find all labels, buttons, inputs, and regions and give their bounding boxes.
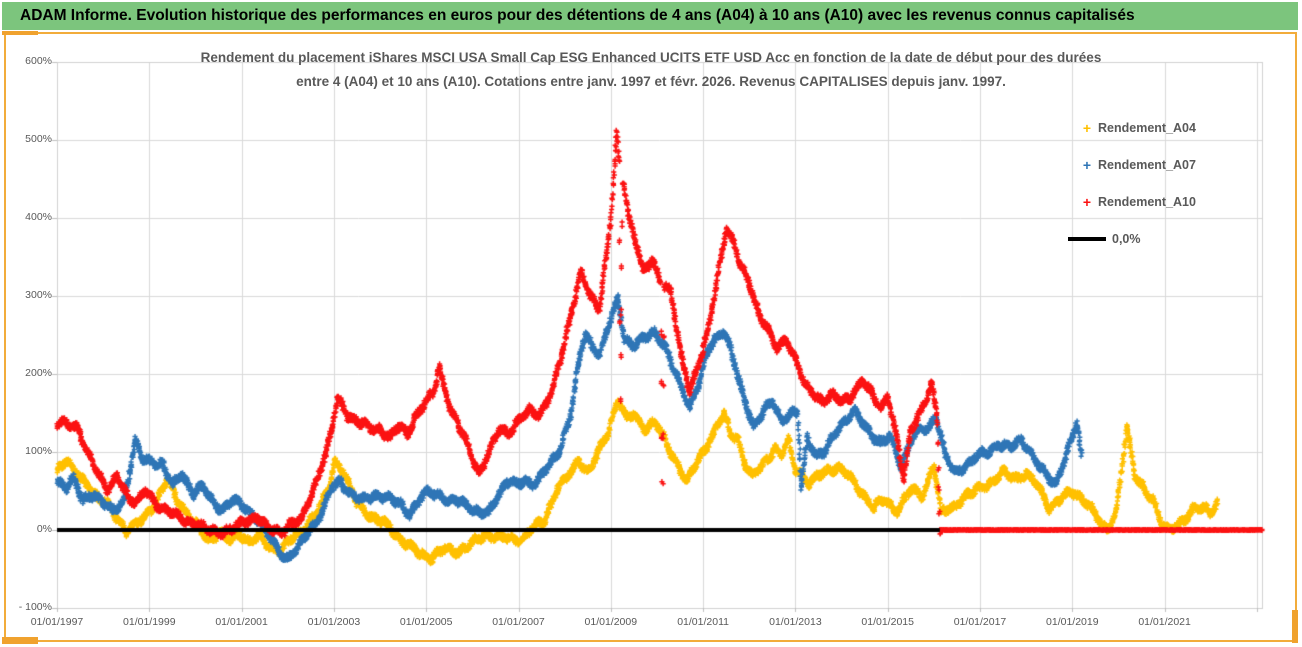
x-tick-label: 01/01/2015 — [861, 616, 914, 628]
legend-label: Rendement_A10 — [1098, 195, 1196, 209]
x-tick-label: 01/01/2007 — [492, 616, 545, 628]
y-tick-label: 500% — [25, 133, 52, 145]
x-tick-label: 01/01/2003 — [307, 616, 361, 628]
x-tick-label: 01/01/1997 — [30, 616, 84, 628]
legend-item-rendement-a07[interactable]: + Rendement_A07 — [1076, 153, 1196, 177]
sheet-title-bar: ADAM Informe. Evolution historique des p… — [2, 2, 1298, 30]
legend-label: Rendement_A07 — [1098, 158, 1196, 172]
legend-item-rendement-a10[interactable]: + Rendement_A10 — [1076, 190, 1196, 214]
plus-marker-icon: + — [1082, 157, 1092, 173]
x-tick-label: 01/01/2011 — [677, 616, 729, 628]
legend-item-0-0-[interactable]: 0,0% — [1068, 227, 1196, 251]
x-tick-label: 01/01/2013 — [769, 616, 822, 628]
chart-title-line-1: Rendement du placement iShares MSCI USA … — [200, 50, 1102, 65]
frame-accent-bottom-right — [1292, 610, 1298, 643]
legend-item-rendement-a04[interactable]: + Rendement_A04 — [1076, 116, 1196, 140]
y-tick-label: 300% — [25, 289, 52, 301]
x-tick-label: 01/01/2019 — [1046, 616, 1099, 628]
frame-accent-top-left — [2, 31, 38, 35]
y-tick-label: - 100% — [18, 601, 52, 613]
plus-marker-icon: + — [1082, 120, 1092, 136]
chart-title: Rendement du placement iShares MSCI USA … — [61, 46, 1241, 94]
x-tick-label: 01/01/2001 — [215, 616, 268, 628]
y-tick-label: 600% — [25, 55, 52, 67]
plus-marker-icon: + — [1082, 194, 1092, 210]
x-tick-label: 01/01/2009 — [584, 616, 638, 628]
y-tick-label: 100% — [25, 445, 52, 457]
legend-label: 0,0% — [1112, 232, 1141, 246]
chart-title-line-2: entre 4 (A04) et 10 ans (A10). Cotations… — [296, 74, 1006, 89]
y-tick-label: 400% — [25, 211, 52, 223]
page-title: ADAM Informe. Evolution historique des p… — [20, 7, 1135, 24]
x-tick-label: 01/01/2005 — [399, 616, 453, 628]
x-tick-label: 01/01/2017 — [953, 616, 1007, 628]
x-tick-label: 01/01/2021 — [1138, 616, 1191, 628]
x-tick-label: 01/01/1999 — [123, 616, 176, 628]
y-tick-label: 0% — [36, 523, 52, 535]
frame-accent-bottom-left — [2, 637, 38, 644]
legend: + Rendement_A04 + Rendement_A07 + Rendement_A… — [1068, 116, 1196, 264]
y-tick-label: 200% — [25, 367, 52, 379]
legend-label: Rendement_A04 — [1098, 121, 1196, 135]
zero-line-swatch — [1068, 237, 1106, 241]
